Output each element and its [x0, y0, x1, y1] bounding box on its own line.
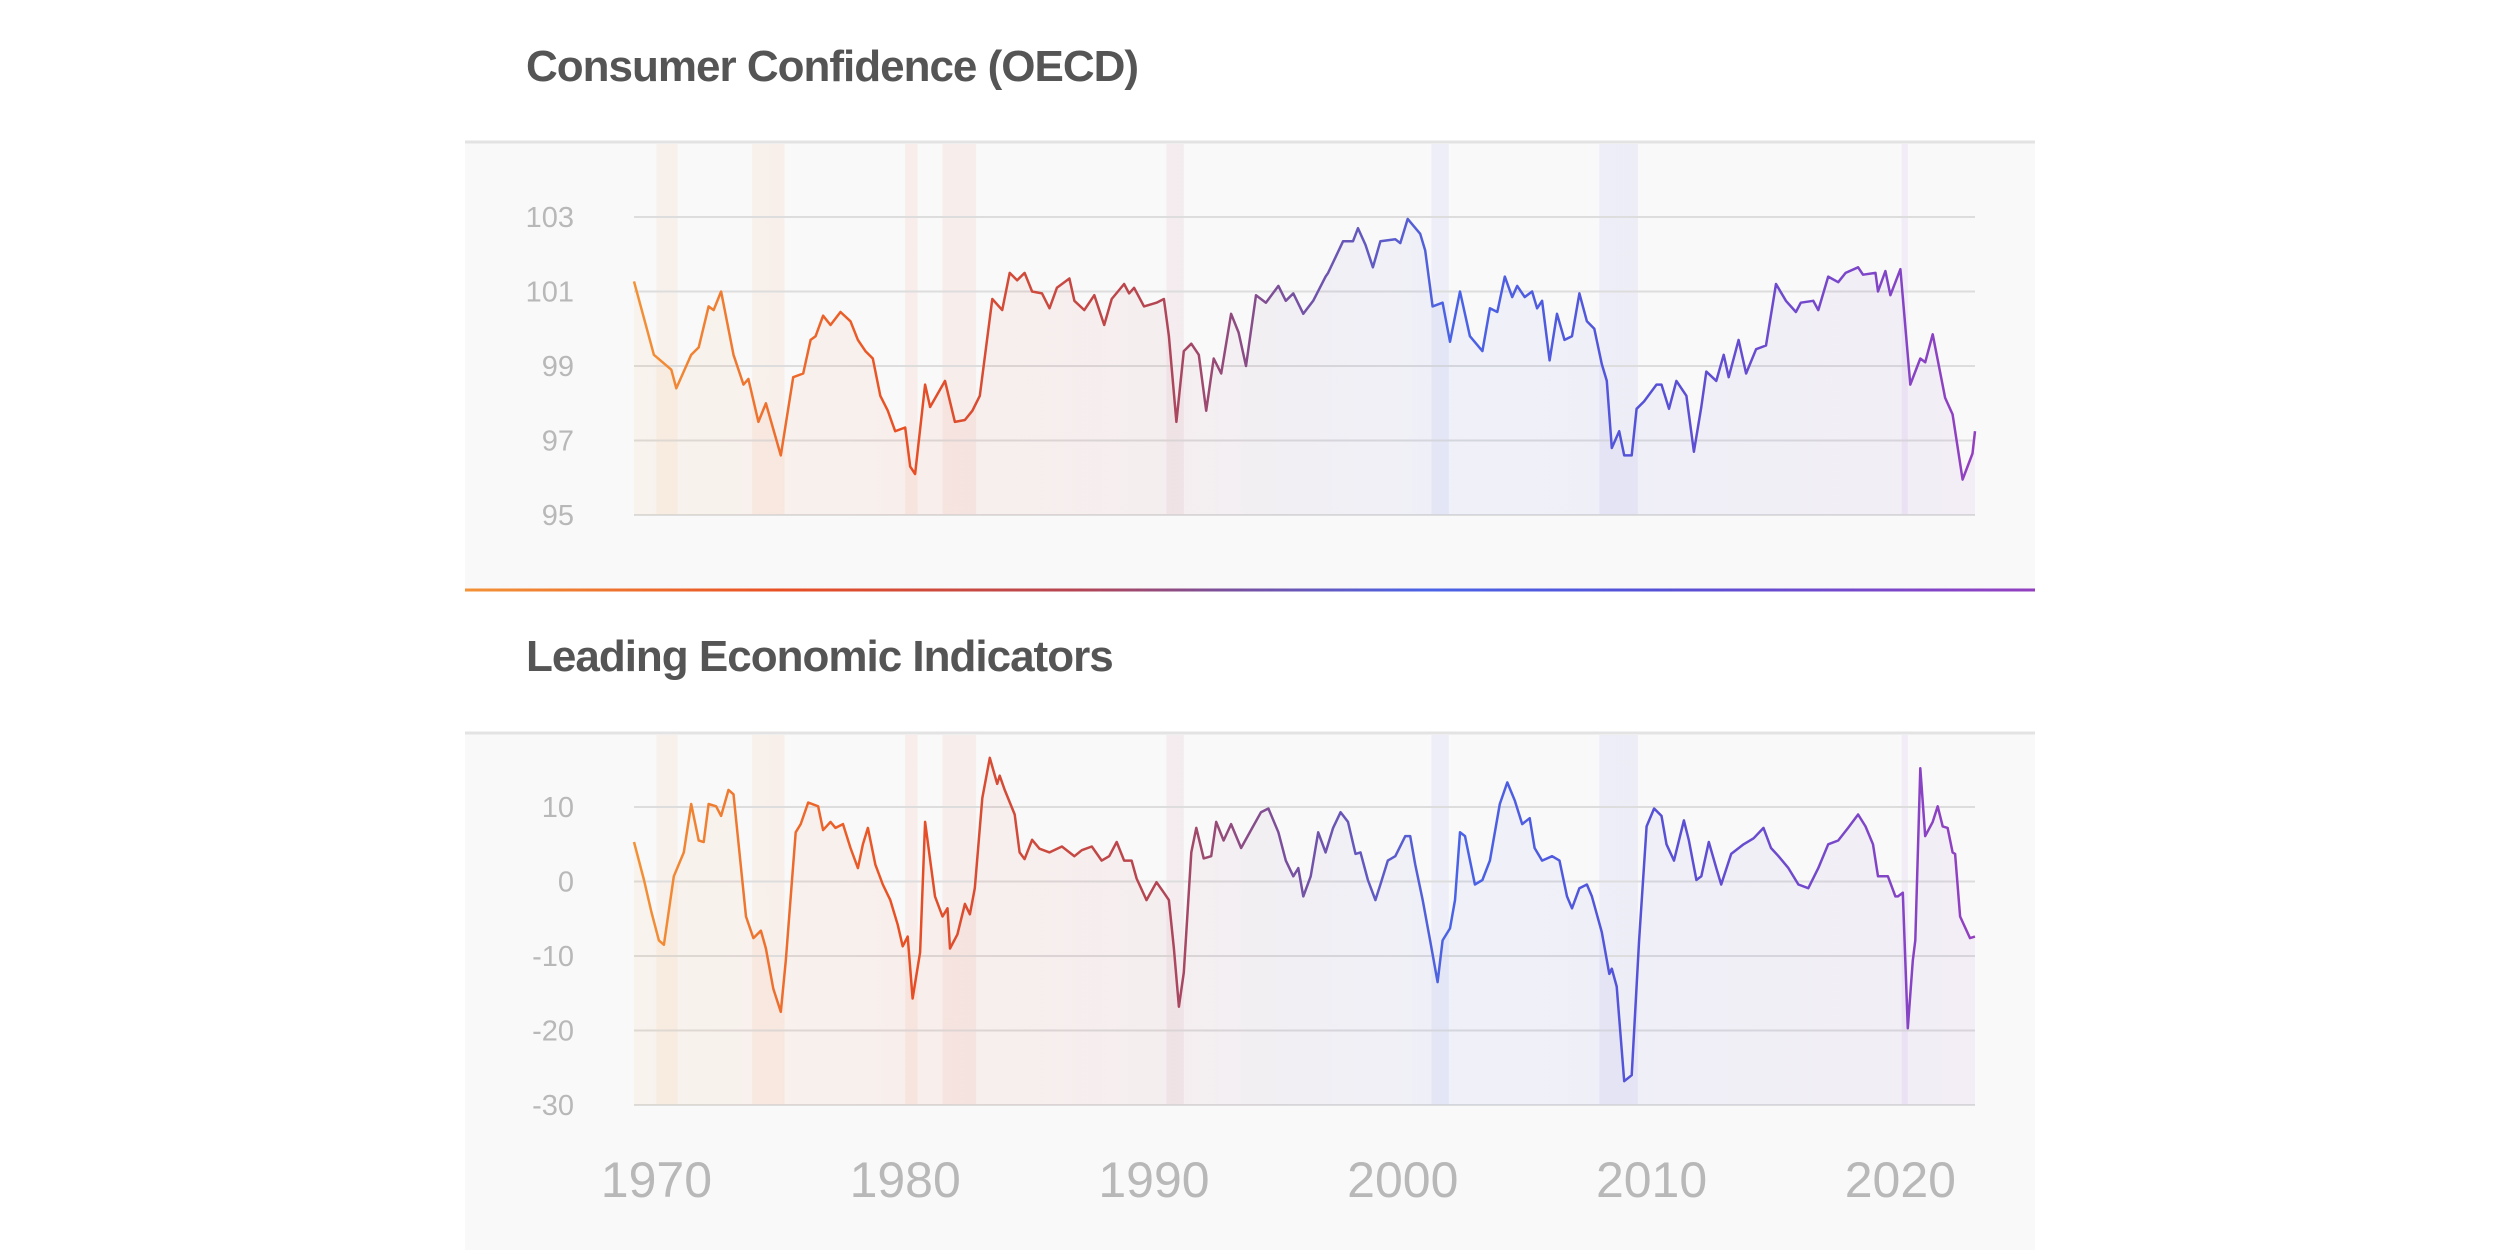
y-tick-label: -10 — [532, 941, 574, 973]
y-tick-label: 95 — [542, 500, 574, 532]
y-tick-label: 97 — [542, 426, 574, 458]
chart-0: 95 97 99 101 103 — [465, 140, 2035, 590]
x-tick-label: 1970 — [601, 1152, 712, 1208]
x-tick-label: 2010 — [1596, 1152, 1707, 1208]
y-tick-label: 10 — [542, 792, 574, 824]
y-tick-label: 0 — [558, 867, 574, 899]
series-area — [634, 757, 1975, 1105]
y-tick-label: 103 — [526, 202, 574, 234]
x-tick-label: 2000 — [1347, 1152, 1458, 1208]
y-tick-label: -30 — [532, 1090, 574, 1122]
series-line — [632, 217, 1977, 481]
y-tick-label: 101 — [526, 277, 574, 309]
x-tick-label: 2020 — [1845, 1152, 1956, 1208]
chart-title-leading-indicators: Leading Economic Indicators — [526, 632, 1114, 681]
series-line — [632, 756, 1976, 1083]
chart-title-consumer-confidence: Consumer Confidence (OECD) — [526, 42, 1139, 91]
x-tick-label: 1990 — [1098, 1152, 1209, 1208]
recession-band — [905, 144, 918, 515]
series-area — [634, 218, 1975, 515]
x-tick-label: 1980 — [850, 1152, 961, 1208]
chart-1: -30 -20 -10 0 10 — [465, 731, 2035, 1250]
y-tick-label: -20 — [532, 1016, 574, 1048]
y-tick-label: 99 — [542, 351, 574, 383]
